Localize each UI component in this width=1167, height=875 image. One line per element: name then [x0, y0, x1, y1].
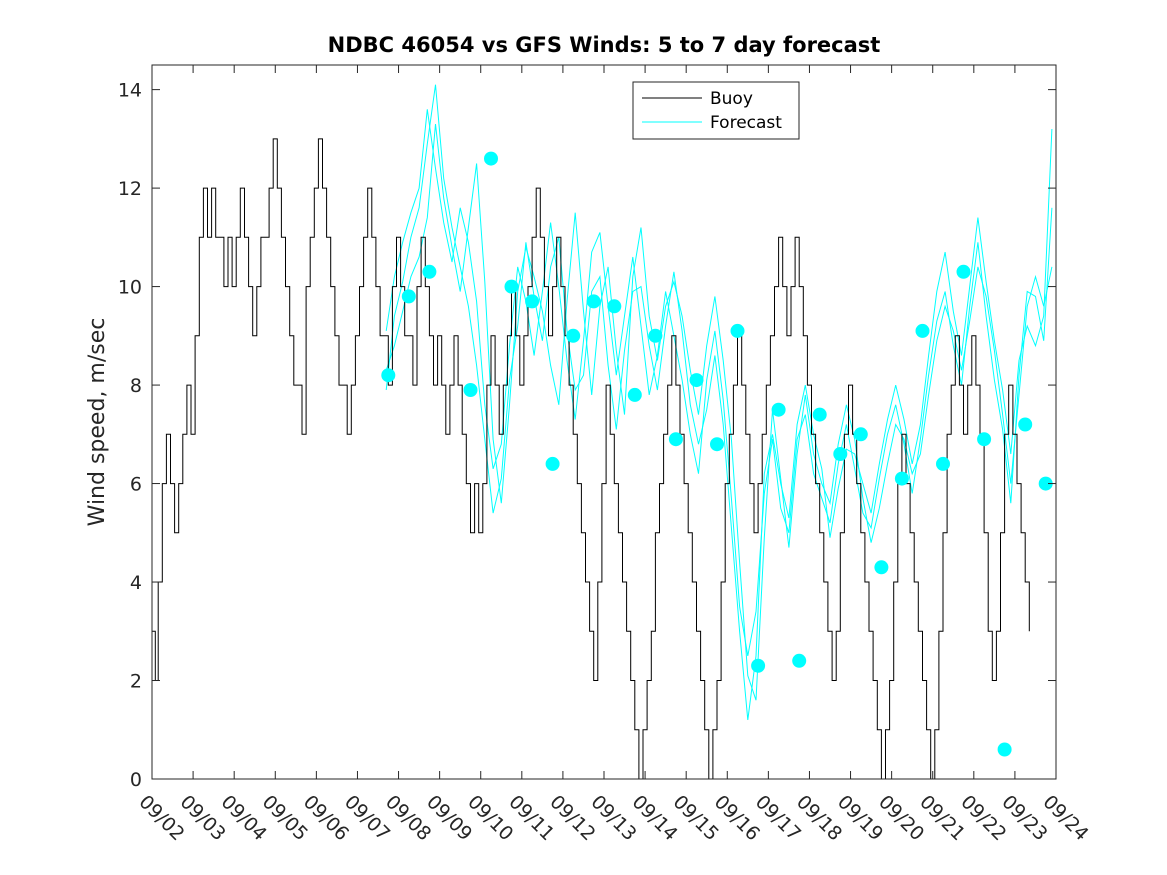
x-tick-label: 09/20: [874, 791, 928, 845]
y-tick-label: 0: [130, 769, 142, 791]
forecast-marker: [422, 264, 437, 279]
y-tick-label: 4: [130, 572, 142, 594]
y-tick-label: 12: [118, 178, 142, 200]
forecast-marker: [956, 264, 971, 279]
forecast-marker: [525, 294, 540, 309]
y-tick-label: 8: [130, 375, 142, 397]
x-tick-label: 09/21: [915, 791, 969, 845]
buoy-line: [152, 138, 1030, 780]
plot-background: [152, 65, 1056, 779]
forecast-marker: [607, 299, 622, 314]
forecast-markers: [381, 151, 1053, 757]
x-tick-label: 09/15: [669, 791, 723, 845]
x-tick-label: 09/24: [1038, 791, 1092, 845]
x-tick-label: 09/12: [545, 791, 599, 845]
forecast-marker: [1018, 417, 1033, 432]
x-tick-label: 09/14: [628, 791, 682, 845]
forecast-marker: [648, 328, 663, 343]
forecast-series-line: [385, 109, 1053, 656]
y-tick-label: 2: [130, 671, 142, 693]
x-tick-label: 09/19: [833, 791, 887, 845]
forecast-marker: [586, 294, 601, 309]
x-tick-label: 09/02: [134, 791, 188, 845]
forecast-marker: [504, 279, 519, 294]
forecast-lines: [385, 84, 1053, 720]
forecast-marker: [894, 471, 909, 486]
x-tick-label: 09/05: [258, 791, 312, 845]
forecast-marker: [627, 387, 642, 402]
forecast-marker: [668, 432, 683, 447]
y-axis-label: Wind speed, m/sec: [85, 318, 110, 527]
forecast-marker: [977, 432, 992, 447]
forecast-marker: [566, 328, 581, 343]
x-tick-label: 09/07: [340, 791, 394, 845]
x-tick-label: 09/08: [381, 791, 435, 845]
x-tick-label: 09/13: [586, 791, 640, 845]
forecast-marker: [545, 456, 560, 471]
x-tick-label: 09/11: [504, 791, 558, 845]
y-tick-label: 14: [118, 80, 142, 102]
forecast-marker: [792, 653, 807, 668]
forecast-marker: [936, 456, 950, 471]
x-tick-label: 09/10: [463, 791, 517, 845]
forecast-marker: [915, 323, 930, 338]
y-tick-label: 6: [130, 474, 142, 496]
forecast-marker: [997, 742, 1012, 757]
x-tick-label: 09/17: [751, 791, 805, 845]
forecast-marker: [401, 289, 416, 304]
plot-area: [151, 64, 1057, 780]
forecast-series-line: [385, 124, 1053, 701]
forecast-marker: [853, 427, 868, 442]
forecast-marker: [833, 447, 848, 461]
forecast-marker: [1038, 476, 1053, 491]
y-axis: 0 2 4 6 8 10 12 14: [118, 80, 1056, 791]
x-tick-label: 09/23: [997, 791, 1051, 845]
x-tick-label: 09/03: [176, 791, 230, 845]
legend-buoy-label: Buoy: [710, 89, 753, 109]
forecast-marker: [484, 151, 498, 166]
x-tick-label: 09/04: [217, 791, 271, 845]
legend: Buoy Forecast: [632, 81, 800, 140]
legend-box: [632, 81, 800, 140]
buoy-series-line: [152, 138, 1030, 780]
forecast-marker: [730, 323, 745, 338]
x-tick-label: 09/22: [956, 791, 1010, 845]
x-tick-label: 09/09: [422, 791, 476, 845]
forecast-marker: [381, 368, 396, 383]
x-tick-label: 09/16: [710, 791, 764, 845]
forecast-marker: [874, 560, 889, 575]
chart-title: NDBC 46054 vs GFS Winds: 5 to 7 day fore…: [328, 33, 881, 57]
x-tick-label: 09/18: [792, 791, 846, 845]
forecast-marker: [710, 437, 724, 452]
forecast-marker: [751, 658, 766, 673]
forecast-marker: [771, 402, 786, 417]
x-tick-label: 09/06: [299, 791, 353, 845]
forecast-marker: [689, 373, 704, 388]
forecast-series-line: [385, 84, 1053, 720]
forecast-marker: [812, 407, 827, 422]
forecast-marker: [463, 383, 478, 397]
legend-forecast-label: Forecast: [710, 113, 782, 133]
y-tick-label: 10: [118, 277, 142, 299]
